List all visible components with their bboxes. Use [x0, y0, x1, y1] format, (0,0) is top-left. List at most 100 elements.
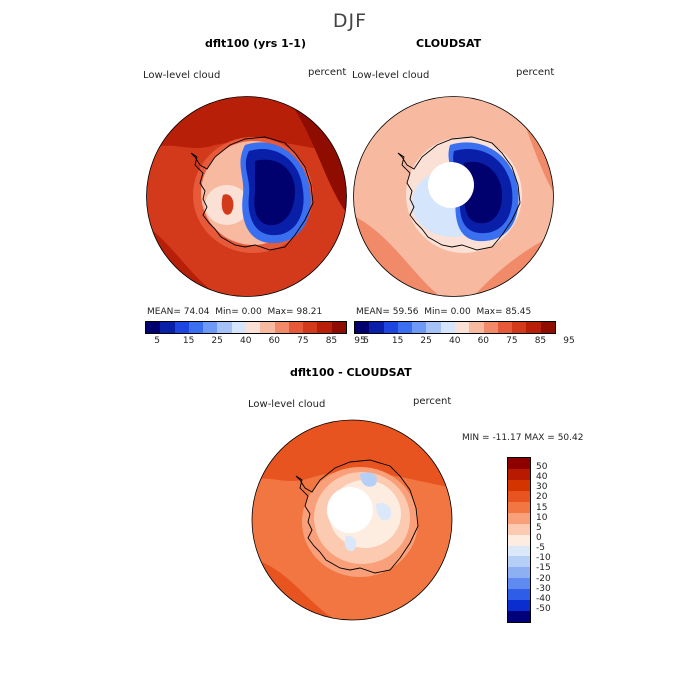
- diff-colorbar-swatch: [508, 523, 530, 535]
- diff-colorbar-swatch: [508, 458, 530, 469]
- colorbar-swatch: [383, 322, 398, 333]
- diff-colorbar-swatch: [508, 556, 530, 568]
- panel2-mean-label: MEAN=: [356, 307, 390, 317]
- diff-colorbar-swatch: [508, 589, 530, 601]
- colorbar-swatch: [483, 322, 498, 333]
- colorbar-swatch: [469, 322, 484, 333]
- panel2-colorbar-ticks: 5 15 25 40 60 75 85 95: [354, 336, 574, 348]
- panel2-max-label: Max=: [476, 307, 503, 317]
- panel1-mean-label: MEAN=: [147, 307, 181, 317]
- panel3-map: [251, 419, 453, 621]
- diff-colorbar-label: 0: [536, 532, 542, 543]
- diff-colorbar-labels: 50 40 30 20 15 10 5 0 -5 -10 -15 -20 -30 -40 -50: [536, 462, 551, 614]
- panel1-variable: Low-level cloud: [143, 70, 221, 81]
- colorbar-swatch: [245, 322, 261, 333]
- panel3-min: -11.17: [492, 433, 522, 443]
- colorbar-tick: 75: [506, 336, 518, 346]
- colorbar-tick: 25: [211, 336, 223, 346]
- colorbar-tick: 85: [534, 336, 547, 346]
- colorbar-swatch: [526, 322, 541, 333]
- colorbar-swatch: [426, 322, 441, 333]
- diff-colorbar-swatch: [508, 512, 530, 524]
- colorbar-swatch: [231, 322, 246, 333]
- colorbar-swatch: [160, 322, 175, 333]
- colorbar-swatch: [146, 322, 161, 333]
- panel1-colorbar-ticks: 5 15 25 40 60 75 85 95: [145, 336, 365, 348]
- panel1-max: 98.21: [296, 307, 323, 317]
- panel2-max: 85.45: [505, 307, 532, 317]
- diff-colorbar-swatch: [508, 600, 530, 612]
- panel3-title: dflt100 - CLOUDSAT: [290, 366, 412, 379]
- colorbar-swatch: [260, 322, 275, 333]
- colorbar-swatch: [303, 322, 318, 333]
- diff-colorbar-label: 40: [536, 472, 548, 483]
- panel2-map: [353, 96, 554, 297]
- colorbar-tick: 95: [354, 336, 366, 346]
- diff-colorbar-swatch: [508, 578, 530, 590]
- colorbar-swatch: [355, 322, 370, 333]
- colorbar-swatch: [188, 322, 204, 333]
- panel2-min-label: Min=: [424, 307, 448, 317]
- panel1-units: percent: [308, 67, 347, 78]
- diff-colorbar-label: 20: [536, 492, 548, 503]
- diff-colorbar-label: -40: [536, 593, 551, 604]
- panel3-max: 50.42: [557, 433, 584, 443]
- colorbar-swatch: [369, 322, 384, 333]
- diff-colorbar-label: -5: [536, 543, 545, 554]
- colorbar-swatch: [203, 322, 218, 333]
- panel1-mean: 74.04: [183, 307, 210, 317]
- panel1-stats: MEAN= 74.04 Min= 0.00 Max= 98.21: [147, 307, 322, 317]
- colorbar-swatch: [288, 322, 304, 333]
- diff-colorbar-label: 5: [536, 522, 542, 533]
- colorbar-tick: 75: [297, 336, 309, 346]
- diff-colorbar-swatch: [508, 611, 530, 623]
- colorbar-swatch: [274, 322, 289, 333]
- panel1-colorbar: [145, 321, 347, 334]
- diff-colorbar-swatch: [508, 468, 530, 480]
- diff-colorbar-label: -10: [536, 553, 551, 564]
- panel2-colorbar: [354, 321, 556, 334]
- panel3-stats: MIN = -11.17 MAX = 50.42: [462, 433, 583, 443]
- diff-colorbar-label: -15: [536, 563, 551, 574]
- panel2-min: 0.00: [450, 307, 471, 317]
- colorbar-swatch: [174, 322, 189, 333]
- panel1-min-label: Min=: [215, 307, 239, 317]
- colorbar-swatch: [440, 322, 455, 333]
- colorbar-tick: 40: [449, 336, 461, 346]
- panel1-max-label: Max=: [267, 307, 294, 317]
- colorbar-tick: 40: [240, 336, 252, 346]
- diff-colorbar-label: -50: [536, 603, 551, 614]
- panel3-variable: Low-level cloud: [248, 399, 326, 410]
- colorbar-swatch: [331, 322, 346, 333]
- colorbar-swatch: [217, 322, 232, 333]
- colorbar-swatch: [497, 322, 513, 333]
- colorbar-swatch: [317, 322, 332, 333]
- diff-colorbar-label: 50: [536, 462, 548, 472]
- colorbar-tick: 15: [391, 336, 404, 346]
- colorbar-tick: 25: [420, 336, 432, 346]
- panel2-title: CLOUDSAT: [416, 37, 482, 50]
- panel2-stats: MEAN= 59.56 Min= 0.00 Max= 85.45: [356, 307, 531, 317]
- figure-title: DJF: [332, 10, 368, 32]
- colorbar-tick: 85: [325, 336, 338, 346]
- colorbar-swatch: [540, 322, 555, 333]
- diff-colorbar-swatch: [508, 490, 530, 502]
- colorbar-tick: 15: [182, 336, 195, 346]
- colorbar-swatch: [397, 322, 413, 333]
- diff-colorbar-swatch: [508, 534, 530, 546]
- diff-colorbar-swatch: [508, 479, 530, 491]
- panel1-map: [146, 96, 347, 297]
- panel2-mean: 59.56: [392, 307, 419, 317]
- diff-colorbar: [507, 457, 531, 623]
- colorbar-tick: 5: [363, 336, 370, 346]
- panel1-min: 0.00: [241, 307, 262, 317]
- diff-colorbar-label: -30: [536, 583, 551, 594]
- panel1-title: dflt100 (yrs 1-1): [205, 37, 306, 50]
- colorbar-swatch: [454, 322, 470, 333]
- colorbar-tick: 5: [154, 336, 161, 346]
- diff-colorbar-label: -20: [536, 573, 551, 584]
- diff-colorbar-label: 30: [536, 482, 548, 493]
- panel3-min-label: MIN =: [462, 433, 490, 443]
- panel2-units: percent: [516, 67, 555, 78]
- colorbar-swatch: [512, 322, 527, 333]
